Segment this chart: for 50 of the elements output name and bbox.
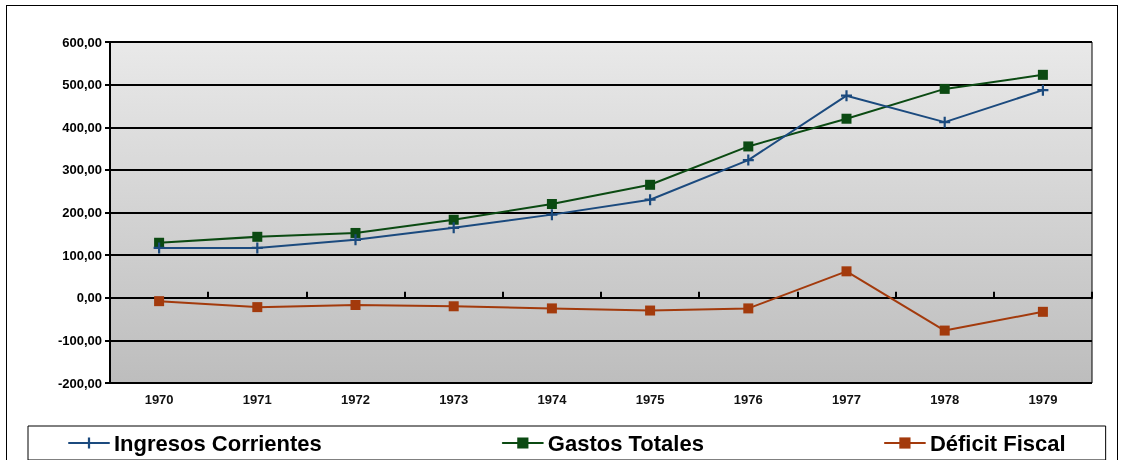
x-tick-label: 1975 (635, 392, 665, 407)
point (939, 83, 950, 94)
point (448, 222, 460, 234)
x-tick-label: 1971 (242, 392, 272, 407)
x-tick-label: 1976 (733, 392, 763, 407)
point (154, 296, 165, 307)
y-tick-label: 400,00 (62, 119, 102, 135)
point (841, 266, 852, 277)
x-tick-label: 1972 (341, 392, 370, 407)
x-tick-label: 1973 (439, 392, 469, 407)
x-tick-label: 1979 (1028, 392, 1058, 407)
point (939, 116, 951, 128)
point (546, 209, 558, 221)
point (251, 242, 263, 254)
point (448, 301, 459, 312)
point (645, 179, 656, 190)
y-tick-label: 200,00 (62, 205, 102, 220)
point (644, 194, 656, 206)
legend-label: Gastos Totales (547, 430, 704, 456)
point (1037, 84, 1049, 96)
legend-label: Ingresos Corrientes (114, 430, 322, 456)
y-tick-label: 300,00 (62, 162, 102, 178)
point (742, 154, 754, 166)
point (252, 231, 263, 242)
point (252, 302, 263, 313)
point (546, 303, 557, 314)
point (939, 325, 950, 336)
point (841, 90, 852, 102)
y-tick-label: 100,00 (62, 247, 102, 263)
x-tick-label: 1978 (930, 392, 960, 407)
x-tick-label: 1970 (144, 392, 174, 407)
point (546, 198, 557, 209)
point (350, 300, 361, 310)
point (645, 305, 656, 316)
point (350, 234, 361, 246)
y-tick-label: 500,00 (62, 77, 102, 93)
point (1037, 69, 1048, 80)
point (448, 214, 459, 225)
x-tick-label: 1974 (537, 392, 568, 407)
y-tick-label: -200,00 (57, 375, 102, 391)
y-tick-label: -100,00 (57, 332, 102, 348)
x-tick-label: 1977 (832, 392, 861, 407)
legend-label: Déficit Fiscal (929, 430, 1066, 456)
y-tick-label: 600,00 (62, 34, 102, 50)
point (743, 303, 754, 314)
point (743, 141, 754, 152)
point (1037, 306, 1048, 317)
point (841, 113, 852, 124)
point (153, 242, 165, 254)
y-tick-label: 0,00 (76, 290, 102, 306)
